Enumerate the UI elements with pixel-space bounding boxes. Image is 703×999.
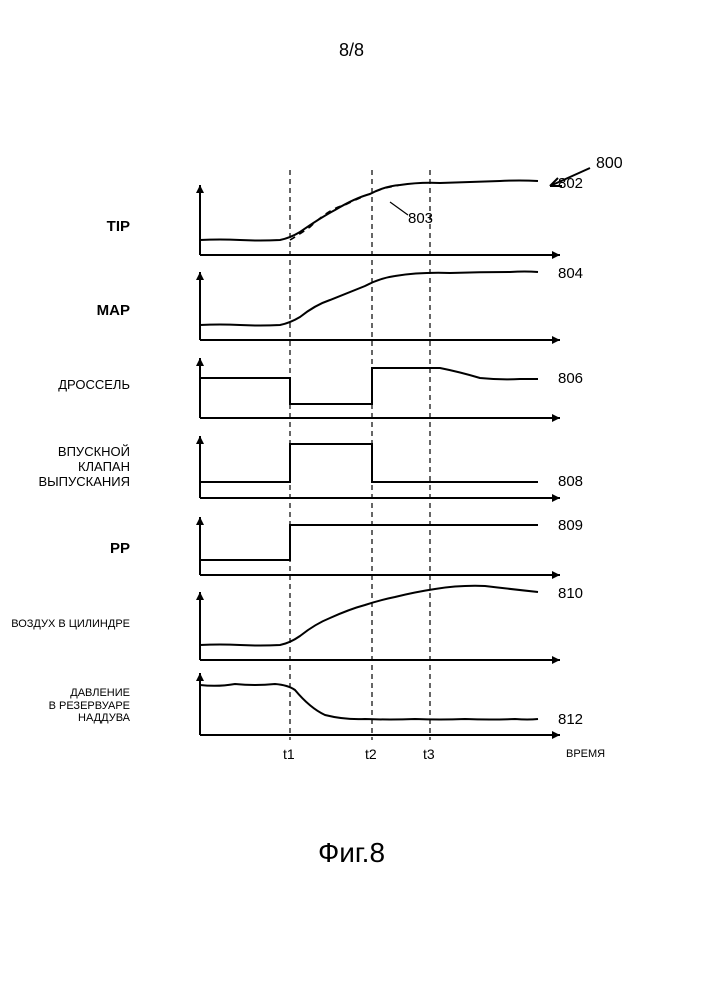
ylabel-throttle: ДРОССЕЛЬ (20, 378, 130, 393)
x-axis-label: ВРЕМЯ (566, 748, 605, 760)
page-number: 8/8 (0, 40, 703, 61)
ylabel-air: ВОЗДУХ В ЦИЛИНДРЕ (0, 618, 130, 631)
ylabel-map: MAP (20, 302, 130, 319)
tick-t2: t2 (365, 746, 377, 762)
timing-diagram (140, 160, 620, 790)
ylabel-intake: ВПУСКНОЙКЛАПАНВЫПУСКАНИЯ (20, 445, 130, 490)
figure-caption: Фиг.8 (0, 837, 703, 869)
tick-t1: t1 (283, 746, 295, 762)
ylabel-pp: PP (20, 540, 130, 557)
ylabel-tip: TIP (20, 218, 130, 235)
ylabel-boost: ДАВЛЕНИЕВ РЕЗЕРВУАРЕ НАДДУВА (0, 687, 130, 725)
tick-t3: t3 (423, 746, 435, 762)
